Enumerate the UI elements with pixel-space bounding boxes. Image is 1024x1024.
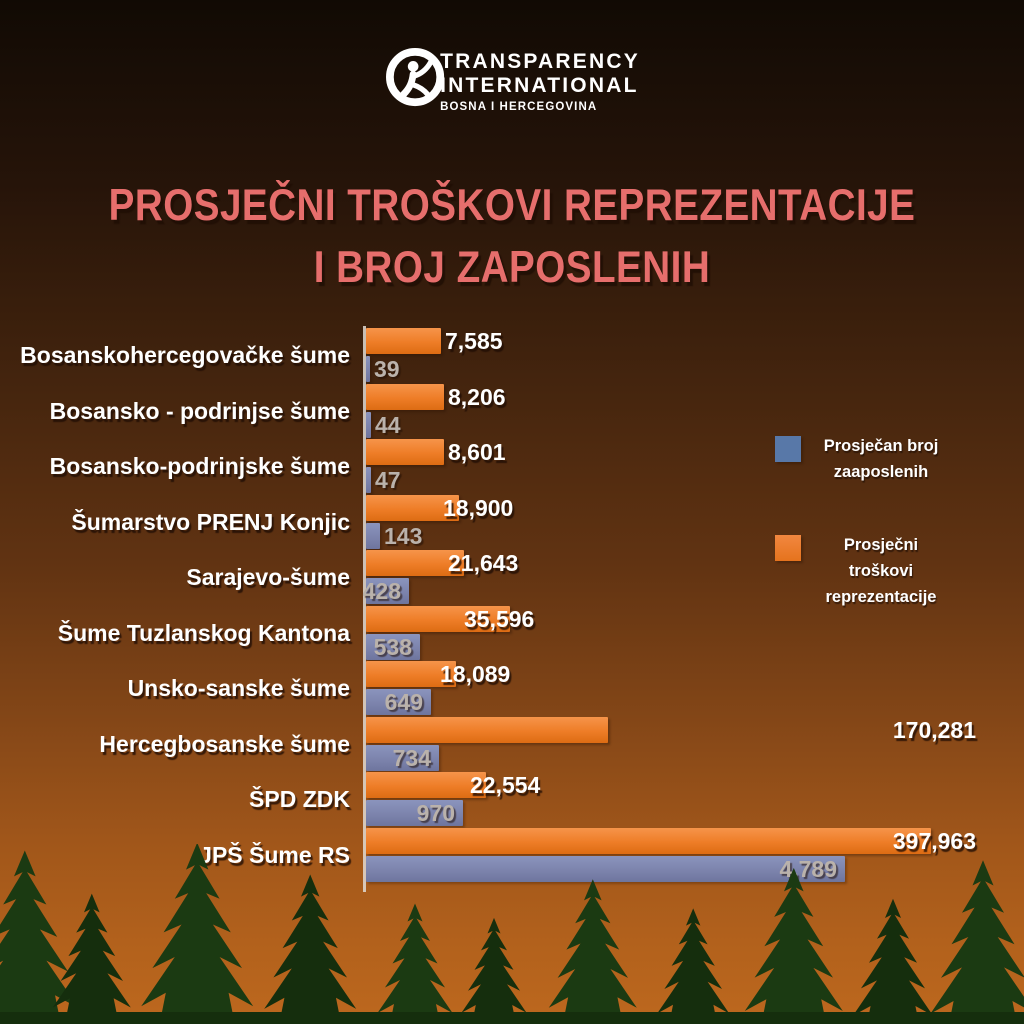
employee-bar (366, 689, 431, 715)
cost-value-label: 7,585 (445, 328, 503, 354)
logo-line-1: TRANSPARENCY (440, 50, 640, 73)
employee-value-label: 143 (384, 522, 423, 549)
bar-row: 7,585 39 (366, 328, 986, 384)
cost-bar (366, 827, 931, 854)
bar-row: 18,900 143 (366, 494, 986, 551)
cost-value-label: 8,206 (448, 383, 506, 410)
cost-bar (366, 494, 459, 521)
category-label-row: JPŠ Šume RS (0, 828, 350, 884)
ti-globe-icon (386, 47, 445, 107)
employee-bar (366, 855, 845, 882)
employee-value-label: 47 (375, 467, 401, 493)
employee-value-label: 44 (375, 411, 401, 438)
cost-bar (366, 716, 608, 743)
employee-bar (366, 633, 420, 660)
cost-value-label: 21,643 (448, 550, 519, 576)
employee-value-label: 428 (362, 578, 401, 604)
chart-legend: Prosječan broj zaaposlenih Prosječni tro… (775, 436, 951, 660)
transparency-international-logo: TRANSPARENCY INTERNATIONAL BOSNA I HERCE… (384, 44, 640, 113)
cost-value-label: 170,281 (892, 716, 976, 743)
cost-value-label: 22,554 (470, 772, 541, 798)
category-label: Unsko-sanske šume (127, 675, 350, 702)
cost-bar (366, 661, 456, 687)
employee-bar (366, 356, 370, 382)
bar-row: 8,601 47 (366, 439, 986, 495)
bar-row: 21,643 428 (362, 550, 986, 606)
cost-bar (366, 439, 444, 465)
category-label-row: Šumarstvo PRENJ Konjic (0, 495, 350, 551)
employee-bar (366, 411, 371, 438)
employee-value-label: 649 (384, 689, 423, 715)
pine-forest-silhouette (0, 844, 1024, 1024)
category-label: ŠPD ZDK (249, 786, 350, 813)
legend-item-costs: Prosječni troškovi reprezentacije (775, 535, 951, 610)
cost-bar (366, 605, 510, 632)
bar-row: 397,963 4,789 (366, 827, 986, 884)
bar-row: 35,596 538 (366, 605, 986, 662)
category-label: Sarajevo-šume (186, 564, 350, 591)
legend-label-employees: Prosječan broj zaaposlenih (811, 433, 951, 485)
chart-axis-baseline (363, 326, 366, 892)
employee-value-label: 734 (392, 744, 431, 771)
employee-value-label: 970 (416, 800, 455, 826)
bar-row: 18,089 649 (366, 661, 986, 717)
employee-value-label: 4,789 (779, 855, 837, 882)
employee-bar (366, 522, 380, 549)
category-label: Bosanskohercegovačke šume (20, 342, 350, 369)
cost-value-label: 397,963 (892, 827, 976, 854)
employee-bar (366, 578, 409, 604)
legend-costs-line1: Prosječni troškovi (843, 536, 919, 580)
category-label-row: ŠPD ZDK (0, 772, 350, 828)
employee-bar (366, 800, 463, 826)
cost-bar (366, 328, 441, 354)
category-label-row: Bosanskohercegovačke šume (0, 328, 350, 384)
legend-costs-line2: reprezentacije (825, 588, 937, 606)
title-line-1: PROSJEČNI TROŠKOVI REPREZENTACIJE (108, 179, 916, 230)
title-line-2: I BROJ ZAPOSLENIH (313, 241, 711, 292)
employee-value-label: 39 (374, 356, 400, 382)
cost-value-label: 35,596 (464, 605, 535, 632)
category-label: Bosansko-podrinjske šume (49, 453, 350, 480)
category-label: Šumarstvo PRENJ Konjic (71, 508, 350, 535)
bar-row: 170,281 734 (366, 716, 986, 773)
category-label-row: Šume Tuzlanskog Kantona (0, 606, 350, 662)
page-title: PROSJEČNI TROŠKOVI REPREZENTACIJE I BROJ… (0, 174, 1024, 298)
legend-employees-line2: zaaposlenih (833, 463, 929, 481)
category-label-row: Unsko-sanske šume (0, 661, 350, 717)
logo-line-2: INTERNATIONAL (440, 74, 639, 97)
category-label-row: Bosansko - podrinjse šume (0, 384, 350, 440)
employee-bar (366, 467, 371, 493)
cost-bar (366, 383, 444, 410)
cost-value-label: 18,900 (443, 494, 514, 521)
category-label: Šume Tuzlanskog Kantona (57, 619, 350, 646)
bar-row: 22,554 970 (366, 772, 986, 828)
category-label: JPŠ Šume RS (199, 841, 350, 868)
legend-employees-line1: Prosječan broj (823, 437, 939, 455)
cost-value-label: 8,601 (448, 439, 506, 465)
cost-bar (366, 772, 486, 798)
category-label-row: Sarajevo-šume (0, 550, 350, 606)
legend-item-employees: Prosječan broj zaaposlenih (775, 436, 951, 485)
cost-bar (366, 550, 464, 576)
employee-value-label: 538 (373, 633, 412, 660)
category-label: Bosansko - podrinjse šume (49, 397, 350, 424)
category-label-row: Hercegbosanske šume (0, 717, 350, 773)
logo-line-3: BOSNA I HERCEGOVINA (440, 101, 598, 113)
costs-swatch-icon (775, 535, 801, 561)
category-labels-column: Bosanskohercegovačke šume Bosansko - podr… (0, 328, 350, 883)
logo-wordmark: TRANSPARENCY INTERNATIONAL BOSNA I HERCE… (440, 50, 640, 113)
category-label-row: Bosansko-podrinjske šume (0, 439, 350, 495)
bar-row: 8,206 44 (366, 383, 986, 440)
category-label: Hercegbosanske šume (99, 730, 350, 757)
employees-swatch-icon (775, 436, 801, 462)
legend-label-costs: Prosječni troškovi reprezentacije (811, 532, 951, 610)
employee-bar (366, 744, 439, 771)
cost-value-label: 18,089 (440, 661, 511, 687)
bar-plot-area: 7,585 39 8,206 44 8,601 47 18,900 143 21,643 428 3… (362, 328, 986, 884)
